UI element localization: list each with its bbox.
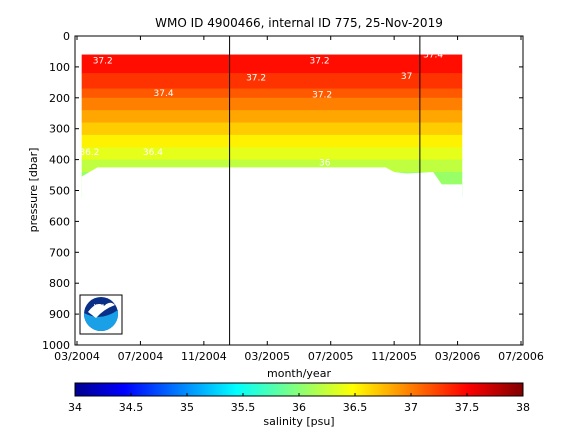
contour-label: 36.2	[79, 148, 99, 158]
y-tick-label: 200	[49, 92, 70, 105]
colorbar-tick-label: 37.5	[455, 401, 480, 414]
y-axis-label: pressure [dbar]	[27, 148, 40, 233]
colorbar-tick-label: 35	[180, 401, 194, 414]
y-axis: 0 100 200 300 400 500 600 700 800 900 1000	[42, 30, 523, 352]
contour-label: 37.4	[423, 51, 443, 61]
x-tick-label: 03/2006	[435, 350, 481, 363]
x-axis-label: month/year	[267, 367, 331, 380]
noaa-logo-wave	[84, 310, 118, 331]
colorbar-ticks: 34 34.5 35 35.5 36 36.5 37 37.5 38	[68, 393, 530, 414]
contour-label: 37.2	[310, 57, 330, 67]
vertical-markers	[229, 36, 421, 345]
noaa-logo-text: NOAA	[94, 304, 109, 310]
x-tick-label: 07/2005	[308, 350, 354, 363]
contour-labels: 37.2 37.4 37.2 37.2 37.2 37 37.4 36.2 36.4 36	[79, 51, 443, 169]
x-tick-label: 03/2005	[244, 350, 290, 363]
x-axis: 03/2004 07/2004 11/2004 03/2005 07/2005 11/20…	[54, 36, 544, 363]
salinity-band	[81, 122, 463, 136]
y-tick-label: 900	[49, 308, 70, 321]
y-tick-label: 300	[49, 123, 70, 136]
y-tick-label: 700	[49, 246, 70, 259]
y-tick-label: 800	[49, 277, 70, 290]
salinity-band	[81, 147, 463, 161]
colorbar-tick-label: 34.5	[119, 401, 144, 414]
contour-label: 37.4	[154, 89, 174, 99]
colorbar-tick-label: 34	[68, 401, 82, 414]
x-tick-label: 03/2004	[54, 350, 100, 363]
colorbar-tick-label: 36.5	[343, 401, 368, 414]
salinity-band	[81, 97, 463, 111]
salinity-band	[81, 54, 463, 74]
below-profile-mask	[81, 167, 463, 345]
contour-label: 36.4	[143, 148, 163, 158]
contour-label: 36	[319, 159, 331, 169]
salinity-band	[81, 73, 463, 90]
x-tick-label: 11/2005	[371, 350, 417, 363]
colorbar-label: salinity [psu]	[263, 415, 334, 428]
chart-title: WMO ID 4900466, internal ID 775, 25-Nov-…	[155, 16, 443, 30]
y-tick-label: 600	[49, 215, 70, 228]
noaa-logo-bird	[88, 302, 115, 318]
contour-label: 37.2	[93, 57, 113, 67]
salinity-band	[81, 134, 463, 148]
y-tick-label: 0	[63, 30, 70, 43]
x-tick-label: 07/2004	[118, 350, 164, 363]
salinity-band	[81, 88, 463, 99]
x-tick-label: 11/2004	[181, 350, 227, 363]
plot-area: 37.2 37.4 37.2 37.2 37.2 37 37.4 36.2 36.4 36 NOA…	[74, 35, 524, 346]
colorbar-tick-label: 37	[404, 401, 418, 414]
y-tick-label: 400	[49, 154, 70, 167]
contour-label: 37	[401, 72, 412, 82]
y-tick-label: 500	[49, 185, 70, 198]
contour-label: 37.2	[312, 91, 332, 101]
colorbar-tick-label: 38	[516, 401, 530, 414]
noaa-logo: NOAA	[79, 294, 123, 335]
y-tick-label: 100	[49, 61, 70, 74]
colorbar-tick-label: 35.5	[231, 401, 256, 414]
x-tick-label: 07/2006	[498, 350, 544, 363]
salinity-field	[81, 54, 463, 345]
salinity-band	[81, 110, 463, 124]
y-tick-label: 1000	[42, 339, 70, 352]
colorbar: 34 34.5 35 35.5 36 36.5 37 37.5 38 salinity [psu…	[68, 382, 530, 428]
contour-label: 37.2	[246, 74, 266, 84]
colorbar-tick-label: 36	[292, 401, 306, 414]
